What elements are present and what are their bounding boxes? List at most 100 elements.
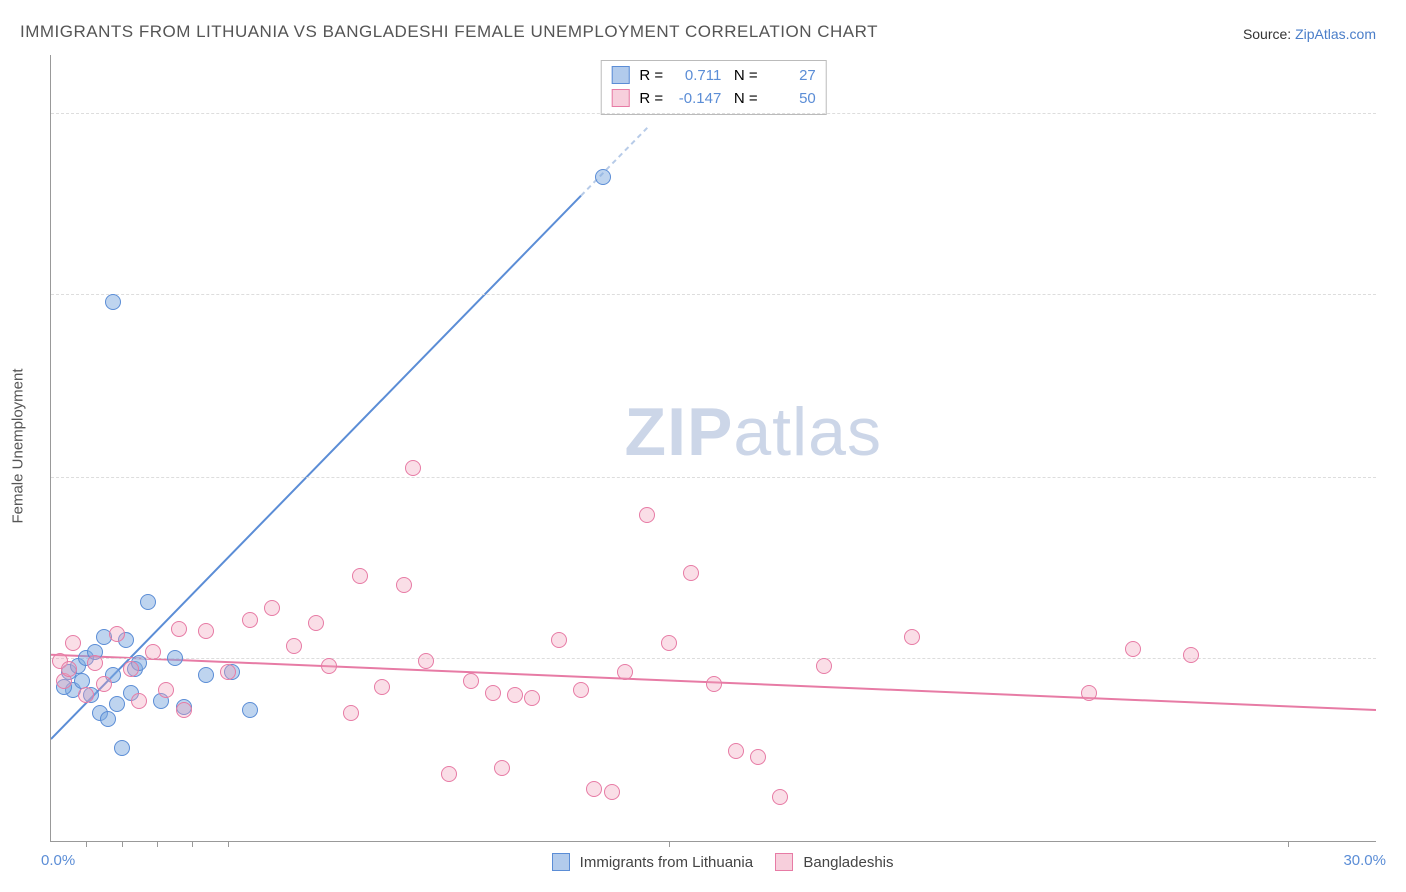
n-value-pink: 50 xyxy=(762,88,816,111)
ytick-label: 12.5% xyxy=(1388,469,1406,486)
data-point xyxy=(816,658,832,674)
gridline xyxy=(51,113,1376,114)
watermark-atlas: atlas xyxy=(733,394,882,470)
chart-title: IMMIGRANTS FROM LITHUANIA VS BANGLADESHI… xyxy=(20,22,878,42)
xtick xyxy=(1288,841,1289,847)
ytick-label: 25.0% xyxy=(1388,105,1406,122)
data-point xyxy=(418,653,434,669)
data-point xyxy=(131,693,147,709)
data-point xyxy=(639,507,655,523)
data-point xyxy=(87,655,103,671)
legend-swatch-bangladeshi xyxy=(775,853,793,871)
data-point xyxy=(1081,685,1097,701)
data-point xyxy=(74,673,90,689)
data-point xyxy=(286,638,302,654)
data-point xyxy=(100,711,116,727)
data-point xyxy=(343,705,359,721)
data-point xyxy=(198,623,214,639)
series-legend: Immigrants from Lithuania Bangladeshis xyxy=(534,853,894,871)
data-point xyxy=(772,789,788,805)
data-point xyxy=(78,687,94,703)
data-point xyxy=(551,632,567,648)
ytick-label: 18.8% xyxy=(1388,285,1406,302)
r-value-blue: 0.711 xyxy=(667,65,721,88)
data-point xyxy=(242,702,258,718)
legend-swatch-blue xyxy=(611,66,629,84)
data-point xyxy=(706,676,722,692)
data-point xyxy=(145,644,161,660)
source-prefix: Source: xyxy=(1243,26,1295,42)
n-label: N = xyxy=(734,67,758,84)
data-point xyxy=(573,682,589,698)
watermark: ZIPatlas xyxy=(625,393,882,471)
x-axis-min: 0.0% xyxy=(41,852,75,869)
data-point xyxy=(1183,647,1199,663)
data-point xyxy=(374,679,390,695)
data-point xyxy=(352,568,368,584)
legend-row-blue: R = 0.711 N = 27 xyxy=(611,65,816,88)
data-point xyxy=(114,740,130,756)
data-point xyxy=(683,565,699,581)
plot-area: ZIPatlas R = 0.711 N = 27 R = -0.147 N =… xyxy=(50,55,1376,842)
trend-lines-svg xyxy=(51,55,1376,841)
r-value-pink: -0.147 xyxy=(667,88,721,111)
data-point xyxy=(728,743,744,759)
legend-label-bangladeshi: Bangladeshis xyxy=(803,854,893,871)
data-point xyxy=(308,615,324,631)
data-point xyxy=(617,664,633,680)
data-point xyxy=(167,650,183,666)
data-point xyxy=(441,766,457,782)
data-point xyxy=(140,594,156,610)
data-point xyxy=(595,169,611,185)
data-point xyxy=(171,621,187,637)
xtick xyxy=(669,841,670,847)
data-point xyxy=(96,676,112,692)
x-axis-max: 30.0% xyxy=(1343,852,1386,869)
watermark-zip: ZIP xyxy=(625,394,734,470)
data-point xyxy=(750,749,766,765)
data-point xyxy=(494,760,510,776)
data-point xyxy=(61,661,77,677)
xtick xyxy=(157,841,158,847)
data-point xyxy=(463,673,479,689)
xtick xyxy=(228,841,229,847)
data-point xyxy=(264,600,280,616)
data-point xyxy=(198,667,214,683)
data-point xyxy=(109,626,125,642)
correlation-legend: R = 0.711 N = 27 R = -0.147 N = 50 xyxy=(600,60,827,115)
legend-swatch-lithuania xyxy=(552,853,570,871)
data-point xyxy=(242,612,258,628)
data-point xyxy=(105,294,121,310)
data-point xyxy=(158,682,174,698)
source-link[interactable]: ZipAtlas.com xyxy=(1295,26,1376,42)
data-point xyxy=(604,784,620,800)
data-point xyxy=(485,685,501,701)
data-point xyxy=(396,577,412,593)
data-point xyxy=(524,690,540,706)
data-point xyxy=(65,635,81,651)
legend-row-pink: R = -0.147 N = 50 xyxy=(611,88,816,111)
data-point xyxy=(586,781,602,797)
legend-swatch-pink xyxy=(611,89,629,107)
data-point xyxy=(904,629,920,645)
data-point xyxy=(507,687,523,703)
n-label: N = xyxy=(734,90,758,107)
data-point xyxy=(123,661,139,677)
data-point xyxy=(405,460,421,476)
data-point xyxy=(176,702,192,718)
r-label: R = xyxy=(639,67,663,84)
source-attribution: Source: ZipAtlas.com xyxy=(1243,26,1376,42)
gridline xyxy=(51,658,1376,659)
legend-label-lithuania: Immigrants from Lithuania xyxy=(580,854,753,871)
y-axis-label: Female Unemployment xyxy=(10,368,27,523)
n-value-blue: 27 xyxy=(762,65,816,88)
data-point xyxy=(321,658,337,674)
ytick-label: 6.3% xyxy=(1388,649,1406,666)
data-point xyxy=(1125,641,1141,657)
data-point xyxy=(661,635,677,651)
xtick xyxy=(122,841,123,847)
gridline xyxy=(51,294,1376,295)
data-point xyxy=(109,696,125,712)
data-point xyxy=(220,664,236,680)
xtick xyxy=(86,841,87,847)
